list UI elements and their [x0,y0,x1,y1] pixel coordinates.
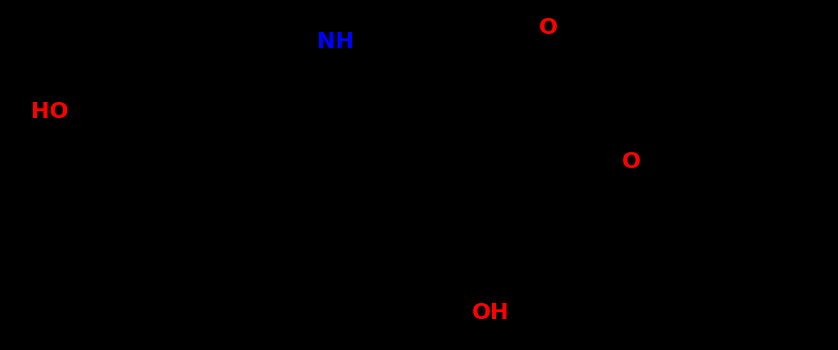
Text: O: O [539,18,557,38]
Text: HO: HO [30,102,68,122]
Text: O: O [622,152,641,172]
Text: NH: NH [317,32,354,52]
Text: OH: OH [472,303,510,323]
